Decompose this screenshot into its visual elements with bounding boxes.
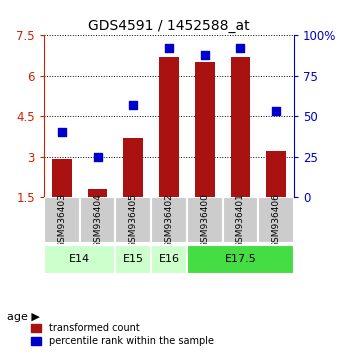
FancyBboxPatch shape <box>223 197 258 244</box>
Text: E16: E16 <box>159 254 179 264</box>
Bar <box>159 57 179 197</box>
FancyBboxPatch shape <box>80 197 115 244</box>
FancyBboxPatch shape <box>151 245 187 274</box>
Point <box>273 109 279 114</box>
FancyBboxPatch shape <box>258 197 294 244</box>
Text: GSM936404: GSM936404 <box>93 193 102 248</box>
FancyBboxPatch shape <box>44 197 80 244</box>
Text: E15: E15 <box>123 254 144 264</box>
Text: GSM936401: GSM936401 <box>236 193 245 248</box>
FancyBboxPatch shape <box>187 245 294 274</box>
Text: GSM936402: GSM936402 <box>165 193 173 248</box>
Point <box>166 46 172 51</box>
Bar <box>123 138 143 197</box>
Legend: transformed count, percentile rank within the sample: transformed count, percentile rank withi… <box>28 320 217 349</box>
Text: GSM936405: GSM936405 <box>129 193 138 248</box>
Text: age ▶: age ▶ <box>7 312 40 322</box>
FancyBboxPatch shape <box>115 245 151 274</box>
Text: GSM936406: GSM936406 <box>272 193 281 248</box>
Point <box>95 154 100 160</box>
Text: E14: E14 <box>69 254 90 264</box>
Point <box>59 130 65 135</box>
Point <box>238 46 243 51</box>
FancyBboxPatch shape <box>44 245 115 274</box>
Bar <box>266 151 286 197</box>
Bar <box>231 57 250 197</box>
Bar <box>88 189 107 197</box>
Text: E17.5: E17.5 <box>224 254 256 264</box>
Point <box>202 52 208 58</box>
FancyBboxPatch shape <box>187 197 223 244</box>
Bar <box>52 159 72 197</box>
Title: GDS4591 / 1452588_at: GDS4591 / 1452588_at <box>88 19 250 33</box>
FancyBboxPatch shape <box>151 197 187 244</box>
Bar <box>195 62 215 197</box>
Text: GSM936400: GSM936400 <box>200 193 209 248</box>
Point <box>130 102 136 108</box>
FancyBboxPatch shape <box>115 197 151 244</box>
Text: GSM936403: GSM936403 <box>57 193 66 248</box>
